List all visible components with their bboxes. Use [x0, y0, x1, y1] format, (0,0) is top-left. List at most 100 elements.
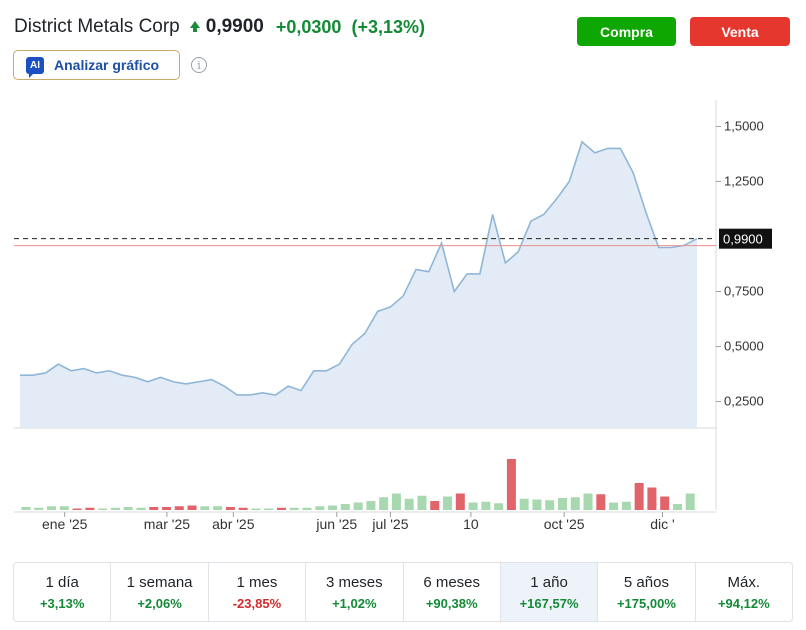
volume-bar [583, 493, 593, 510]
x-tick-label: dic ' [650, 516, 674, 532]
timeframe-tab[interactable]: 1 mes -23,85% [209, 563, 307, 621]
y-tick-label: 0,7500 [724, 284, 764, 299]
volume-bar [238, 507, 248, 510]
timeframe-tab[interactable]: Máx. +94,12% [696, 563, 792, 621]
volume-bar [289, 507, 299, 510]
analyze-chart-button[interactable]: AI Analizar gráfico [13, 50, 180, 80]
price-change-percent: (+3,13%) [351, 16, 425, 37]
volume-bar [647, 487, 657, 510]
volume-bar [570, 497, 580, 510]
last-price-box [719, 228, 772, 249]
volume-bar [634, 483, 644, 510]
last-price-label: 0,9900 [723, 232, 763, 247]
volume-bar [455, 493, 465, 510]
volume-bar [72, 508, 82, 510]
timeframe-tabs: 1 día +3,13% 1 semana +2,06% 1 mes -23,85% 3 m… [13, 562, 793, 622]
volume-bar [443, 496, 453, 510]
volume-bar [200, 506, 210, 510]
timeframe-tab[interactable]: 1 semana +2,06% [111, 563, 209, 621]
info-icon[interactable]: i [191, 57, 207, 73]
timeframe-label: 5 años [623, 573, 669, 591]
sell-button[interactable]: Venta [690, 17, 790, 46]
instrument-title: District Metals Corp [14, 16, 180, 37]
volume-bar [264, 508, 274, 510]
volume-bar [353, 502, 363, 510]
timeframe-tab[interactable]: 6 meses +90,38% [404, 563, 501, 621]
volume-bar [187, 505, 197, 510]
volume-bar [685, 493, 695, 510]
x-tick-label: ene '25 [42, 516, 88, 532]
timeframe-label: 1 semana [126, 573, 193, 591]
x-tick-label: jun '25 [315, 516, 357, 532]
volume-bar [481, 501, 491, 510]
y-tick-label: 0,5000 [724, 339, 764, 354]
volume-bar [391, 493, 401, 510]
timeframe-label: 1 mes [236, 573, 278, 591]
volume-bar [136, 507, 146, 510]
volume-bar [225, 507, 235, 510]
arrow-up-icon [189, 20, 200, 32]
volume-bar [315, 506, 325, 510]
timeframe-tab[interactable]: 1 día +3,13% [14, 563, 112, 621]
volume-bar [276, 507, 286, 510]
volume-bar [557, 498, 567, 510]
analyze-chart-label: Analizar gráfico [54, 57, 160, 73]
timeframe-label: 1 año [530, 573, 568, 591]
price-chart[interactable]: Investing.com1,50001,25000,75000,50000,2… [0, 95, 806, 547]
timeframe-change: +175,00% [616, 595, 676, 611]
x-tick-label: oct '25 [544, 516, 585, 532]
price-line [20, 140, 698, 396]
volume-bar [98, 508, 108, 510]
last-price: 0,9900 [205, 16, 264, 37]
timeframe-change: +2,06% [137, 595, 182, 611]
volume-bar [34, 507, 44, 510]
volume-bar [340, 504, 350, 510]
timeframe-tab[interactable]: 1 año +167,57% [500, 563, 599, 621]
volume-bar [366, 501, 376, 510]
y-tick-label: 0,2500 [724, 394, 764, 409]
timeframe-change: +1,02% [332, 595, 377, 611]
volume-bar [174, 506, 184, 510]
volume-bar [417, 495, 427, 510]
volume-bar [506, 459, 516, 510]
timeframe-tab[interactable]: 3 meses +1,02% [306, 563, 404, 621]
volume-bar [110, 507, 120, 510]
y-tick-label: 1,5000 [724, 118, 764, 133]
volume-bar [21, 507, 31, 510]
volume-bar [251, 508, 261, 510]
volume-bar [532, 499, 542, 510]
volume-bar [621, 501, 631, 510]
volume-bar [85, 507, 95, 510]
price-change: +0,0300 [275, 16, 342, 37]
quote-header: District Metals Corp 0,9900 +0,0300 (+3,… [14, 12, 425, 42]
timeframe-change: -23,85% [232, 595, 282, 611]
timeframe-change: +90,38% [425, 595, 478, 611]
timeframe-label: Máx. [727, 573, 761, 591]
timeframe-change: +94,12% [717, 595, 770, 611]
volume-bar [123, 507, 133, 510]
timeframe-label: 3 meses [325, 573, 383, 591]
volume-bar [672, 504, 682, 510]
price-area [20, 141, 697, 428]
volume-bar [404, 498, 414, 510]
ai-icon: AI [26, 56, 44, 78]
volume-bar [596, 494, 606, 510]
x-tick-label: 10 [463, 516, 479, 532]
timeframe-tab[interactable]: 5 años +175,00% [598, 563, 696, 621]
timeframe-change: +3,13% [39, 595, 85, 611]
volume-bar [494, 503, 504, 510]
timeframe-change: +167,57% [519, 595, 579, 611]
volume-bar [59, 506, 69, 510]
volume-bar [302, 507, 312, 510]
timeframe-label: 6 meses [423, 573, 481, 591]
volume-bar [47, 506, 57, 510]
x-tick-label: abr '25 [212, 516, 255, 532]
x-tick-label: jul '25 [371, 516, 408, 532]
volume-bar [660, 496, 670, 510]
volume-bar [162, 507, 172, 510]
timeframe-label: 1 día [45, 573, 79, 591]
volume-bar [379, 497, 389, 510]
volume-bar [519, 498, 529, 510]
buy-button[interactable]: Compra [577, 17, 676, 46]
volume-bar [545, 500, 555, 510]
